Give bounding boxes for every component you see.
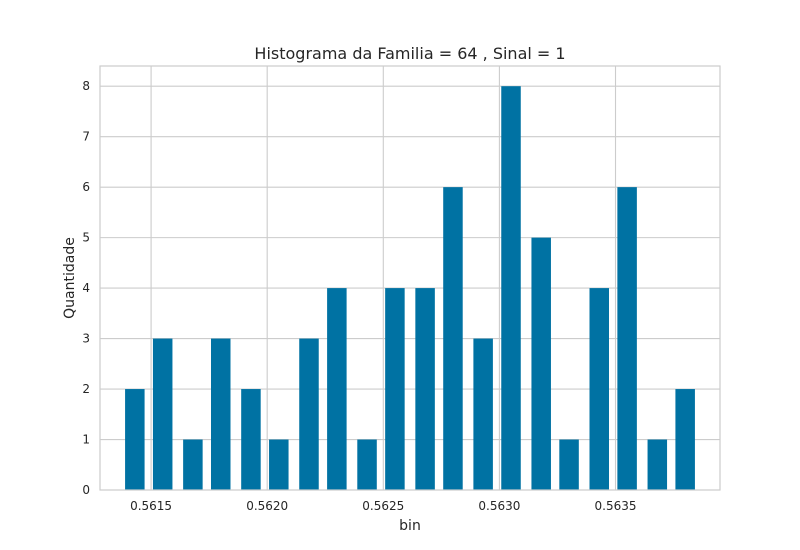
- bar: [183, 439, 203, 490]
- y-tick-label: 0: [82, 483, 90, 497]
- y-tick-label: 8: [82, 79, 90, 93]
- y-tick-label: 7: [82, 130, 90, 144]
- bar: [617, 187, 637, 490]
- bars: [125, 86, 695, 490]
- bar: [531, 237, 551, 490]
- bar: [210, 338, 231, 490]
- bar: [473, 338, 493, 490]
- bar: [385, 288, 405, 490]
- bar: [675, 389, 695, 490]
- y-tick-label: 2: [82, 382, 90, 396]
- bar: [269, 439, 289, 490]
- bar: [125, 389, 145, 490]
- bar: [152, 338, 173, 490]
- y-tick-label: 1: [82, 433, 90, 447]
- grid-lines: [100, 66, 720, 491]
- y-tick-label: 3: [82, 332, 90, 346]
- bar: [647, 439, 668, 490]
- chart-title: Histograma da Familia = 64 , Sinal = 1: [254, 44, 565, 63]
- bar: [443, 187, 463, 490]
- x-tick-label: 0.5615: [130, 499, 172, 513]
- x-tick-label: 0.5635: [595, 499, 637, 513]
- bar: [501, 86, 521, 490]
- plot-frame: [99, 65, 721, 491]
- bar: [327, 288, 347, 490]
- bar: [415, 288, 435, 490]
- x-tick-label: 0.5620: [246, 499, 288, 513]
- bar: [299, 338, 319, 490]
- tick-labels: 0.5615 0.5620 0.5625 0.5630 0.5635 0 1 2 3 4 5 6 7 8: [82, 79, 636, 513]
- x-tick-label: 0.5625: [362, 499, 404, 513]
- x-axis-label: bin: [399, 518, 421, 534]
- bar: [357, 439, 377, 490]
- bar: [241, 389, 261, 490]
- y-tick-label: 5: [82, 231, 90, 245]
- y-tick-label: 6: [82, 180, 90, 194]
- y-tick-label: 4: [82, 281, 90, 295]
- x-tick-label: 0.5630: [478, 499, 520, 513]
- y-axis-label: Quantidade: [62, 237, 78, 319]
- bar: [559, 439, 579, 490]
- bar: [589, 288, 610, 490]
